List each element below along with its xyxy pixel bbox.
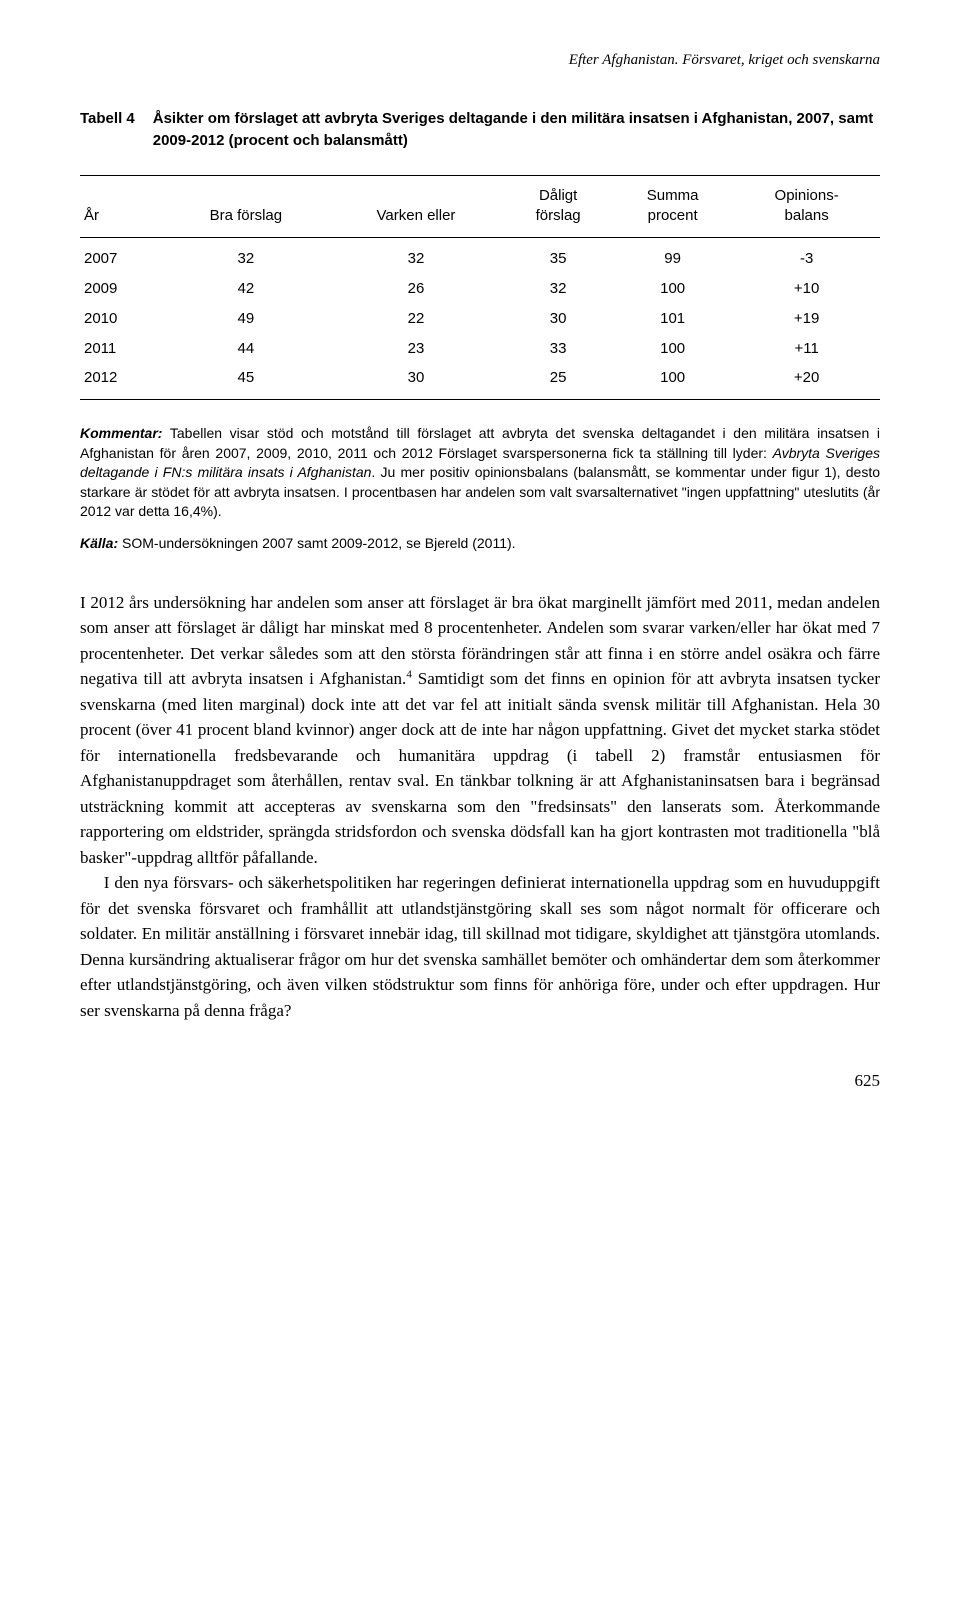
commentary-text-1: Tabellen visar stöd och motstånd till fö… [80, 425, 880, 461]
body-paragraph-2: I den nya försvars- och säkerhetspolitik… [80, 870, 880, 1023]
cell-varken: 26 [328, 274, 505, 304]
cell-daligt: 32 [504, 274, 612, 304]
cell-balans: +20 [733, 363, 880, 399]
cell-summa: 99 [612, 238, 733, 274]
col-header-bra: Bra förslag [164, 176, 328, 238]
col-header-varken: Varken eller [328, 176, 505, 238]
cell-summa: 101 [612, 304, 733, 334]
table-commentary: Kommentar: Tabellen visar stöd och motst… [80, 424, 880, 522]
cell-daligt: 35 [504, 238, 612, 274]
table-row: 2011 44 23 33 100 +11 [80, 334, 880, 364]
table-source: Källa: SOM-undersökningen 2007 samt 2009… [80, 534, 880, 554]
cell-bra: 49 [164, 304, 328, 334]
cell-year: 2009 [80, 274, 164, 304]
source-lead: Källa: [80, 535, 118, 551]
cell-summa: 100 [612, 334, 733, 364]
table-row: 2007 32 32 35 99 -3 [80, 238, 880, 274]
table-description: Åsikter om förslaget att avbryta Sverige… [153, 108, 880, 152]
col-header-year: År [80, 176, 164, 238]
table-caption: Tabell 4 Åsikter om förslaget att avbryt… [80, 108, 880, 152]
source-text: SOM-undersökningen 2007 samt 2009-2012, … [118, 535, 515, 551]
table-label: Tabell 4 [80, 108, 135, 130]
cell-daligt: 25 [504, 363, 612, 399]
cell-varken: 22 [328, 304, 505, 334]
table-row: 2012 45 30 25 100 +20 [80, 363, 880, 399]
body-paragraph-1: I 2012 års undersökning har andelen som … [80, 590, 880, 871]
cell-summa: 100 [612, 363, 733, 399]
cell-bra: 45 [164, 363, 328, 399]
commentary-lead: Kommentar: [80, 425, 162, 441]
cell-balans: -3 [733, 238, 880, 274]
cell-year: 2007 [80, 238, 164, 274]
cell-daligt: 33 [504, 334, 612, 364]
table-row: 2010 49 22 30 101 +19 [80, 304, 880, 334]
cell-year: 2010 [80, 304, 164, 334]
cell-varken: 32 [328, 238, 505, 274]
page-number: 625 [80, 1069, 880, 1094]
cell-bra: 32 [164, 238, 328, 274]
cell-bra: 44 [164, 334, 328, 364]
cell-bra: 42 [164, 274, 328, 304]
table-row: 2009 42 26 32 100 +10 [80, 274, 880, 304]
cell-year: 2012 [80, 363, 164, 399]
cell-daligt: 30 [504, 304, 612, 334]
col-header-summa: Summaprocent [612, 176, 733, 238]
col-header-balans: Opinions-balans [733, 176, 880, 238]
cell-balans: +11 [733, 334, 880, 364]
cell-summa: 100 [612, 274, 733, 304]
col-header-daligt: Dåligtförslag [504, 176, 612, 238]
cell-varken: 23 [328, 334, 505, 364]
cell-varken: 30 [328, 363, 505, 399]
data-table: År Bra förslag Varken eller Dåligtförsla… [80, 175, 880, 400]
table-header-row: År Bra förslag Varken eller Dåligtförsla… [80, 176, 880, 238]
cell-year: 2011 [80, 334, 164, 364]
running-header: Efter Afghanistan. Försvaret, kriget och… [80, 50, 880, 72]
cell-balans: +19 [733, 304, 880, 334]
body-text: I 2012 års undersökning har andelen som … [80, 590, 880, 1024]
cell-balans: +10 [733, 274, 880, 304]
